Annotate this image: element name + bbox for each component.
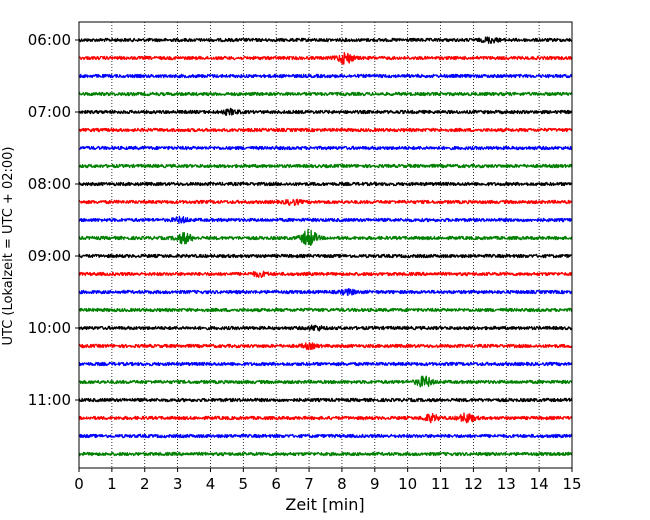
trace-line bbox=[78, 107, 573, 116]
trace-line bbox=[78, 163, 573, 169]
trace-line bbox=[78, 341, 573, 351]
trace-line bbox=[78, 433, 573, 439]
trace-line bbox=[78, 324, 573, 332]
y-tick-label: 07:00 bbox=[28, 103, 71, 121]
y-tick-label: 08:00 bbox=[28, 175, 71, 193]
y-tick-label: 06:00 bbox=[28, 31, 71, 49]
trace-line bbox=[78, 228, 573, 247]
trace-line bbox=[78, 375, 573, 388]
trace-line bbox=[78, 91, 573, 97]
x-tick-label: 1 bbox=[107, 475, 117, 493]
x-tick-label: 6 bbox=[271, 475, 281, 493]
trace-line bbox=[78, 307, 573, 313]
y-axis-label: UTC (Lokalzeit = UTC + 02:00) bbox=[1, 147, 16, 346]
trace-line bbox=[78, 198, 573, 206]
trace-line bbox=[78, 361, 573, 367]
trace-line bbox=[78, 73, 573, 79]
trace-line bbox=[78, 270, 573, 279]
x-tick-label: 3 bbox=[173, 475, 183, 493]
trace-line bbox=[78, 127, 573, 133]
trace-line bbox=[78, 253, 573, 259]
x-grid bbox=[111, 22, 540, 468]
x-axis: 0 1 2 3 4 5 6 7 8 9 10 11 12 13 14 15 bbox=[74, 468, 582, 493]
trace-line bbox=[78, 52, 573, 65]
y-tick-label: 11:00 bbox=[28, 391, 71, 409]
trace-line bbox=[78, 215, 573, 225]
plot-background bbox=[79, 22, 572, 468]
x-tick-label: 4 bbox=[206, 475, 216, 493]
y-tick-label: 10:00 bbox=[28, 319, 71, 337]
y-tick-label: 09:00 bbox=[28, 247, 71, 265]
trace-line bbox=[78, 181, 573, 187]
x-tick-label: 15 bbox=[562, 475, 581, 493]
x-tick-label: 0 bbox=[74, 475, 84, 493]
x-tick-label: 10 bbox=[398, 475, 417, 493]
x-tick-label: 5 bbox=[239, 475, 249, 493]
y-axis: 06:00 07:00 08:00 09:00 10:00 11:00 bbox=[28, 31, 79, 409]
x-tick-label: 11 bbox=[431, 475, 450, 493]
seismic-traces bbox=[78, 36, 573, 457]
trace-line bbox=[78, 451, 573, 457]
x-tick-label: 7 bbox=[304, 475, 314, 493]
trace-line bbox=[78, 145, 573, 151]
x-tick-label: 2 bbox=[140, 475, 150, 493]
plot-frame bbox=[78, 21, 573, 469]
trace-line bbox=[78, 36, 573, 44]
x-tick-label: 8 bbox=[337, 475, 347, 493]
x-tick-label: 12 bbox=[464, 475, 483, 493]
x-axis-label: Zeit [min] bbox=[285, 495, 364, 514]
trace-line bbox=[78, 287, 573, 297]
x-tick-label: 9 bbox=[370, 475, 380, 493]
x-tick-label: 14 bbox=[530, 475, 549, 493]
trace-line bbox=[78, 397, 573, 403]
trace-line bbox=[78, 412, 573, 424]
x-tick-label: 13 bbox=[497, 475, 516, 493]
